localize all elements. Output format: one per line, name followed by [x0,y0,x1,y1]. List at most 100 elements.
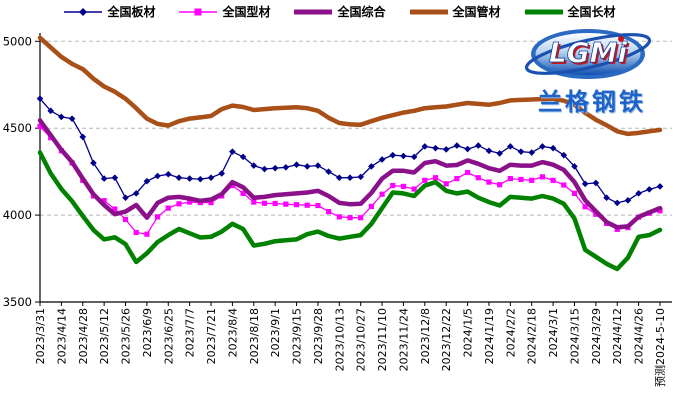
diamond-marker [507,143,514,150]
square-marker [37,123,43,130]
diamond-marker [624,197,632,204]
square-marker [561,182,567,188]
square-marker [187,199,193,205]
diamond-marker [68,115,76,122]
legend-item-pipe: 全国管材 [409,3,501,20]
diamond-marker [58,113,65,121]
square-marker [400,183,407,190]
x-tick-label: 2024/1/19 [483,308,496,364]
square-marker [529,177,535,183]
square-marker [347,215,353,221]
diamond-marker [549,144,557,152]
diamond-marker [421,143,429,150]
square-marker [293,202,300,208]
diamond-marker [218,170,226,177]
square-marker [240,190,246,196]
x-tick-label: 2023/9/28 [312,308,325,364]
x-tick-label: 2023/5/26 [120,308,133,364]
legend-item-plate: 全国板材 [64,3,155,20]
diamond-marker [175,174,183,182]
diamond-marker [143,177,151,185]
square-marker [251,199,257,205]
x-tick-label: 2023/7/21 [205,308,218,364]
diamond-marker [571,163,578,170]
diamond-marker [613,199,621,207]
x-tick-label: 2024/3/15 [568,308,581,364]
diamond-marker [229,148,236,155]
x-tick-label: 2023/12/22 [440,308,453,371]
diamond-marker [442,146,450,153]
series-markers-0 [36,95,664,207]
square-marker [154,214,161,220]
diamond-marker [293,161,300,168]
x-tick-label: 2023/6/25 [162,308,175,364]
diamond-marker [239,153,247,161]
diamond-marker [453,142,461,149]
legend-item-composite: 全国综合 [294,3,386,20]
lgmi-logo-mark: LGMi LGMi [524,29,652,79]
diamond-marker [432,144,439,152]
square-marker [336,214,342,220]
diamond-marker [400,152,407,160]
series-line-4 [37,150,663,272]
diamond-marker [122,194,129,202]
logo-acronym: LGMi [549,36,628,69]
logo-acronym-shadow: LGMi [551,38,630,71]
legend-item-section: 全国型材 [179,3,270,20]
x-tick-label: 2023/8/18 [248,308,261,364]
legend-label-composite: 全国综合 [337,5,386,19]
x-tick-label: 2023/4/14 [55,308,68,364]
square-marker [229,182,236,189]
diamond-marker [389,151,397,159]
legend-item-long: 全国长材 [524,3,616,20]
logo-inner-ellipse [535,33,641,75]
x-tick-label: 2023/11/24 [397,308,410,371]
logo-orbit-ring [524,33,652,75]
legend-swatch-pipe [409,6,448,18]
square-marker [272,200,278,207]
diamond-marker [164,170,172,178]
diamond-marker [261,165,268,173]
square-marker [582,204,588,210]
square-marker [304,202,310,208]
square-marker [379,191,385,197]
y-axis-labels: 3500 4000 4500 5000 [3,34,32,309]
square-marker [657,208,663,214]
square-marker [283,201,289,207]
x-tick-label: 2023/7/7 [184,308,197,357]
legend-swatch-plate [64,6,103,18]
diamond-marker [646,186,653,193]
diamond-marker [357,173,364,181]
legend-label-plate: 全国板材 [107,5,156,19]
diamond-marker [197,175,204,183]
square-marker [539,174,546,180]
diamond-marker [186,175,193,182]
diamond-marker [635,190,642,197]
legend-swatch-graphic [294,9,333,14]
legend-swatch-graphic [64,7,103,16]
legend-square-marker [194,8,202,15]
lgmi-logo: LGMi LGMi 兰格钢铁 [524,26,660,117]
square-marker [326,209,332,215]
x-tick-label: 2024/3/29 [590,308,603,364]
x-tick-label: 2023/10/13 [333,308,346,371]
series-line-2 [37,118,663,230]
series-line-3 [37,35,663,137]
logo-red-dot [618,36,624,42]
square-marker [571,190,578,196]
x-axis-labels: 2023/3/31 2023/4/14 2023/4/28 2023/5/12 2023… [34,308,667,387]
diamond-marker [474,142,482,149]
chart-legend: 全国板材 全国型材 全国综合 全国管材 全国长材 [60,3,620,20]
diamond-marker [656,183,664,190]
y-tick-label: 5000 [3,34,32,48]
square-marker [208,199,214,206]
square-marker [315,202,321,209]
square-marker [475,175,481,181]
diamond-marker [250,162,258,169]
diamond-marker [132,190,140,197]
diamond-marker [464,145,471,153]
diamond-marker [303,163,311,170]
lgmi-logo-company-name: 兰格钢铁 [538,88,646,116]
diamond-marker [410,153,418,161]
